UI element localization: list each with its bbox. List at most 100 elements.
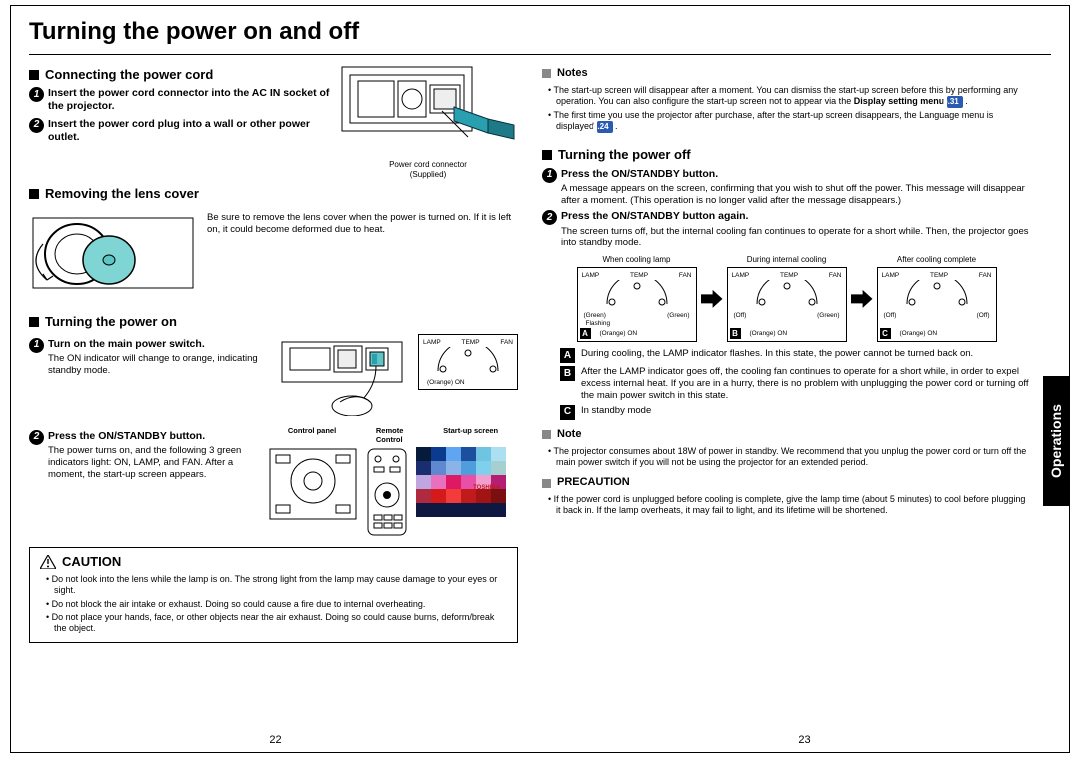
step-title: Press the ON/STANDBY button. — [561, 168, 1031, 181]
state-caption: During internal cooling — [727, 255, 847, 265]
title-rule — [29, 54, 1051, 55]
content-columns: Connecting the power cord 1 Insert the p… — [29, 61, 1051, 643]
abc-row-c: CIn standby mode — [560, 405, 1031, 420]
precaution-item: If the power cord is unplugged before co… — [548, 494, 1031, 517]
step-title: Press the ON/STANDBY button again. — [561, 210, 1031, 223]
section-heading: Turning the power on — [45, 314, 177, 330]
num-bullet-2: 2 — [29, 118, 44, 133]
num-bullet-2: 2 — [542, 210, 557, 225]
section-heading: Removing the lens cover — [45, 186, 199, 202]
square-bullet-icon — [29, 189, 39, 199]
abc-row-a: ADuring cooling, the LAMP indicator flas… — [560, 348, 1031, 363]
step-2: 2 Press the ON/STANDBY button again. The… — [542, 210, 1031, 249]
remote-icon — [364, 447, 410, 537]
page-ref-badge: p.31 — [947, 96, 963, 108]
step-desc: The ON indicator will change to orange, … — [48, 353, 272, 377]
caution-item: Do not look into the lens while the lamp… — [46, 574, 507, 597]
heading-text: PRECAUTION — [557, 476, 630, 490]
precaution-list: If the power cord is unplugged before co… — [542, 494, 1031, 517]
step-desc: The screen turns off, but the internal c… — [561, 226, 1031, 250]
label-remote: Remote Control — [376, 426, 404, 445]
step-1: 1 Insert the power cord connector into t… — [29, 87, 330, 113]
page-num-left: 22 — [269, 734, 281, 746]
step-2: 2 Press the ON/STANDBY button. The power… — [29, 430, 260, 481]
square-bullet-icon — [29, 70, 39, 80]
indicator-state-b: LAMPTEMPFAN (Off)(Green) B(Orange) ON — [727, 267, 847, 342]
square-bullet-icon — [29, 317, 39, 327]
page-num-right: 23 — [798, 734, 810, 746]
indicator-diagram: LAMPTEMPFAN (Orange) ON — [418, 334, 518, 390]
abc-text: During cooling, the LAMP indicator flash… — [581, 348, 1031, 363]
note-item: The first time you use the projector aft… — [548, 110, 1031, 133]
step-text: Insert the power cord connector into the… — [48, 87, 330, 113]
arrow-icon — [701, 290, 723, 308]
step-desc: A message appears on the screen, confirm… — [561, 183, 1031, 207]
square-bullet-icon — [542, 150, 552, 160]
switch-illustration — [280, 336, 410, 416]
section-lens: Removing the lens cover — [29, 186, 518, 202]
step-desc: The power turns on, and the following 3 … — [48, 445, 260, 481]
section-power-on: Turning the power on — [29, 314, 518, 330]
note-text: The first time you use the projector aft… — [554, 110, 994, 131]
note-item: The projector consumes about 18W of powe… — [548, 446, 1031, 469]
label-control-panel: Control panel — [288, 426, 336, 445]
warning-icon — [40, 555, 56, 569]
step-1: 1 Turn on the main power switch. The ON … — [29, 338, 272, 377]
arrow-icon — [851, 290, 873, 308]
caution-item: Do not place your hands, face, or other … — [46, 612, 507, 635]
indicator-state-a: LAMPTEMPFAN (Green)(Green) Flashing A(Or… — [577, 267, 697, 342]
connector-illustration: Power cord connector (Supplied) — [338, 61, 518, 180]
note-list: The projector consumes about 18W of powe… — [542, 446, 1031, 469]
left-column: Connecting the power cord 1 Insert the p… — [29, 61, 518, 643]
startup-screen-icon — [416, 447, 506, 517]
caution-item: Do not block the air intake or exhaust. … — [46, 599, 507, 610]
num-bullet-1: 1 — [29, 338, 44, 353]
abc-text: After the LAMP indicator goes off, the c… — [581, 366, 1031, 402]
lens-desc: Be sure to remove the lens cover when th… — [207, 206, 518, 236]
heading-text: Note — [557, 428, 581, 442]
num-bullet-1: 1 — [542, 168, 557, 183]
lens-illustration — [29, 208, 199, 304]
num-bullet-1: 1 — [29, 87, 44, 102]
right-column: Notes The start-up screen will disappear… — [542, 61, 1051, 643]
step-text: Insert the power cord plug into a wall o… — [48, 118, 330, 144]
abc-text: In standby mode — [581, 405, 1031, 420]
controls-illustration: Control panel Remote Control Start-up sc… — [268, 426, 518, 537]
num-bullet-2: 2 — [29, 430, 44, 445]
caution-list: Do not look into the lens while the lamp… — [40, 574, 507, 634]
precaution-heading: PRECAUTION — [542, 476, 1031, 490]
toshiba-logo: TOSHIBA — [473, 485, 500, 493]
state-caption: When cooling lamp — [577, 255, 697, 265]
caution-box: CAUTION Do not look into the lens while … — [29, 547, 518, 644]
grey-bullet-icon — [542, 479, 551, 488]
grey-bullet-icon — [542, 69, 551, 78]
section-power-off: Turning the power off — [542, 147, 1031, 163]
state-caption: After cooling complete — [877, 255, 997, 265]
caution-heading: CAUTION — [62, 554, 121, 570]
indicator-state-c: LAMPTEMPFAN (Off)(Off) C(Orange) ON — [877, 267, 997, 342]
step-title: Turn on the main power switch. — [48, 338, 272, 351]
side-tab-operations: Operations — [1043, 376, 1069, 506]
page-numbers: 22 23 — [11, 734, 1069, 746]
heading-text: Notes — [557, 67, 588, 81]
cooling-states-row: When cooling lamp LAMPTEMPFAN (Green)(Gr… — [542, 255, 1031, 342]
note-item: The start-up screen will disappear after… — [548, 85, 1031, 108]
manual-page: Turning the power on and off Connecting … — [10, 5, 1070, 753]
step-1: 1 Press the ON/STANDBY button. A message… — [542, 168, 1031, 207]
page-ref-badge: p.24 — [597, 121, 613, 133]
control-panel-icon — [268, 447, 358, 521]
section-connecting: Connecting the power cord — [29, 67, 330, 83]
notes-list: The start-up screen will disappear after… — [542, 85, 1031, 134]
grey-bullet-icon — [542, 430, 551, 439]
step-title: Press the ON/STANDBY button. — [48, 430, 260, 443]
notes-heading: Notes — [542, 67, 1031, 81]
label-startup: Start-up screen — [443, 426, 498, 445]
note-bold: Display setting menu — [854, 96, 945, 106]
step-2: 2 Insert the power cord plug into a wall… — [29, 118, 330, 144]
section-heading: Connecting the power cord — [45, 67, 213, 83]
note-heading: Note — [542, 428, 1031, 442]
illus-caption: Power cord connector (Supplied) — [338, 160, 518, 180]
page-title: Turning the power on and off — [29, 18, 1051, 46]
abc-row-b: BAfter the LAMP indicator goes off, the … — [560, 366, 1031, 402]
section-heading: Turning the power off — [558, 147, 691, 163]
